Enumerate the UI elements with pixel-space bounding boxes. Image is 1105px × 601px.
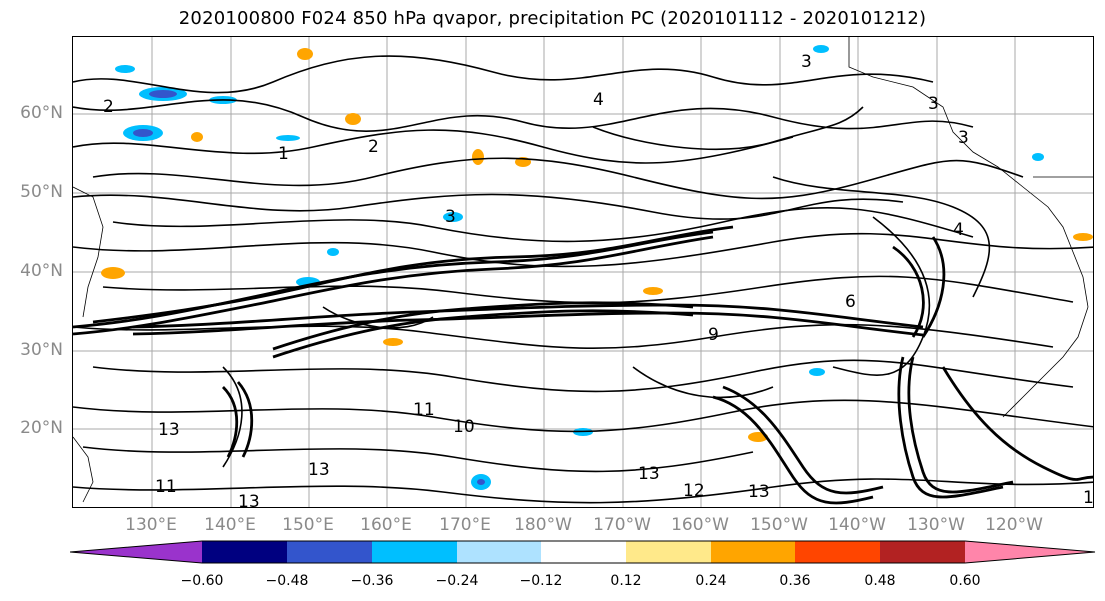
map-plot-area: 2 1 2 4 3 3 3 6 9 11 10 13 12 13 11 13 1… bbox=[72, 36, 1094, 508]
contour-label: 3 bbox=[958, 128, 969, 148]
contour-label: 13 bbox=[158, 420, 180, 440]
colorbar-tick-label: 0.24 bbox=[695, 573, 727, 589]
contour-label: 10 bbox=[453, 417, 475, 437]
qvapor-contours-thin bbox=[73, 55, 1093, 504]
lon-label-130w: 130°W bbox=[907, 515, 965, 535]
contour-label: 1 bbox=[278, 144, 289, 164]
map-gridlines bbox=[73, 37, 1093, 507]
lat-label-40n: 40°N bbox=[20, 261, 63, 281]
precip-shading bbox=[101, 45, 1093, 490]
colorbar bbox=[70, 540, 1096, 564]
lon-label-130e: 130°E bbox=[125, 515, 177, 535]
colorbar-tick-label: 0.12 bbox=[610, 573, 642, 589]
contour-label: 2 bbox=[368, 137, 379, 157]
colorbar-segment bbox=[287, 541, 372, 563]
contour-label: 1 bbox=[1083, 488, 1094, 508]
lon-label-120w: 120°W bbox=[985, 515, 1043, 535]
contour-label: 6 bbox=[845, 292, 856, 312]
colorbar-tick-label: −0.24 bbox=[435, 573, 479, 589]
colorbar-tick-label: −0.60 bbox=[180, 573, 224, 589]
map-canvas: 2 1 2 4 3 3 3 6 9 11 10 13 12 13 11 13 1… bbox=[73, 37, 1094, 508]
lon-label-170e: 170°E bbox=[439, 515, 491, 535]
colorbar-tick-label: −0.48 bbox=[265, 573, 309, 589]
contour-label: 2 bbox=[103, 97, 114, 117]
lat-label-20n: 20°N bbox=[20, 418, 63, 438]
lat-label-50n: 50°N bbox=[20, 182, 63, 202]
colorbar-segment bbox=[626, 541, 711, 563]
colorbar-tick-label: −0.12 bbox=[519, 573, 563, 589]
lat-label-30n: 30°N bbox=[20, 340, 63, 360]
colorbar-segment bbox=[202, 541, 287, 563]
colorbar-tick-label: −0.36 bbox=[350, 573, 394, 589]
contour-label: 9 bbox=[708, 325, 719, 345]
colorbar-segment bbox=[372, 541, 457, 563]
contour-label: 3 bbox=[445, 207, 456, 227]
lon-label-140w: 140°W bbox=[828, 515, 886, 535]
contour-label: 13 bbox=[748, 482, 770, 502]
lon-label-170w: 170°W bbox=[593, 515, 651, 535]
lon-label-150w: 150°W bbox=[750, 515, 808, 535]
contour-label: 3 bbox=[801, 52, 812, 72]
colorbar-tick-label: 0.60 bbox=[949, 573, 981, 589]
colorbar-segment bbox=[541, 541, 626, 563]
lon-label-150e: 150°E bbox=[282, 515, 334, 535]
contour-label: 13 bbox=[308, 460, 330, 480]
contour-label: 3 bbox=[928, 94, 939, 114]
colorbar-segment bbox=[965, 541, 1095, 563]
contour-label: 12 bbox=[683, 481, 705, 501]
contour-label: 4 bbox=[593, 90, 604, 110]
lon-label-140e: 140°E bbox=[204, 515, 256, 535]
colorbar-outline bbox=[70, 540, 1096, 564]
lon-label-160w: 160°W bbox=[671, 515, 729, 535]
colorbar-segment bbox=[70, 541, 202, 563]
lon-label-180w: 180°W bbox=[514, 515, 572, 535]
colorbar-segment bbox=[795, 541, 880, 563]
contour-label: 13 bbox=[238, 492, 260, 508]
qvapor-contours-bundle bbox=[73, 225, 1093, 505]
contour-label: 11 bbox=[413, 400, 435, 420]
contour-label: 13 bbox=[638, 464, 660, 484]
contour-label: 4 bbox=[953, 220, 964, 240]
contour-label: 11 bbox=[155, 477, 177, 497]
colorbar-tick-label: 0.48 bbox=[864, 573, 896, 589]
colorbar-segment bbox=[457, 541, 541, 563]
colorbar-segment bbox=[880, 541, 965, 563]
lon-label-160e: 160°E bbox=[360, 515, 412, 535]
colorbar-segment bbox=[711, 541, 795, 563]
map-title: 2020100800 F024 850 hPa qvapor, precipit… bbox=[178, 8, 927, 29]
colorbar-tick-label: 0.36 bbox=[779, 573, 811, 589]
lat-label-60n: 60°N bbox=[20, 103, 63, 123]
